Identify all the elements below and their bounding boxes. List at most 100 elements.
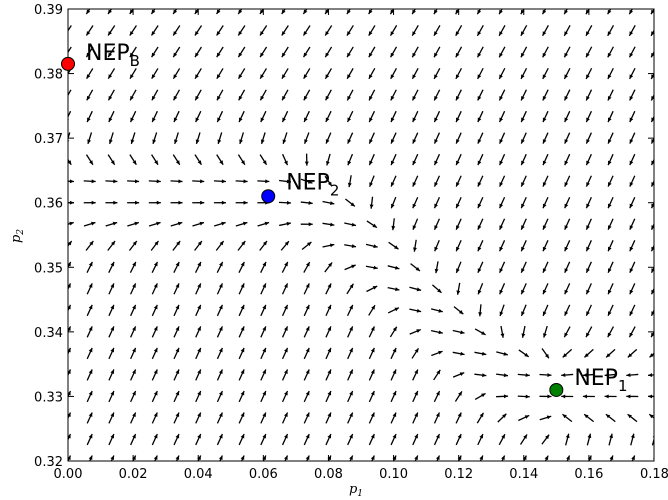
field-arrow <box>235 221 248 227</box>
field-arrow <box>218 455 224 461</box>
field-arrow <box>628 46 636 58</box>
field-arrow <box>303 261 311 273</box>
nep-b-marker <box>61 56 75 71</box>
field-arrow <box>650 308 654 317</box>
field-arrow <box>129 154 137 166</box>
field-arrow <box>195 347 202 360</box>
field-arrow <box>105 200 118 205</box>
field-arrow <box>281 326 289 338</box>
field-arrow <box>325 347 332 360</box>
field-arrow <box>235 179 248 184</box>
field-arrow <box>412 369 419 381</box>
field-arrow <box>259 240 268 251</box>
field-arrow <box>86 89 94 101</box>
field-arrow <box>414 455 419 461</box>
field-arrow <box>150 240 159 251</box>
field-arrow <box>607 132 614 144</box>
field-arrow <box>324 46 333 58</box>
field-arrow <box>452 329 465 335</box>
field-arrow <box>281 261 289 273</box>
field-arrow <box>455 175 462 187</box>
field-arrow <box>173 110 180 123</box>
field-arrow <box>151 412 158 424</box>
field-arrow <box>564 283 571 295</box>
field-arrow <box>455 46 463 58</box>
field-arrow <box>412 196 419 209</box>
field-arrow <box>325 369 332 381</box>
field-arrow <box>262 455 267 461</box>
field-arrow <box>153 455 158 461</box>
field-arrow <box>412 412 419 424</box>
field-arrow <box>128 240 138 251</box>
field-arrow <box>194 68 202 80</box>
field-arrow <box>281 46 289 58</box>
field-arrow <box>520 175 527 187</box>
field-arrow <box>213 179 226 184</box>
field-arrow <box>346 304 354 317</box>
field-arrow <box>87 132 93 145</box>
field-arrow <box>585 89 593 101</box>
field-arrow <box>585 24 593 37</box>
field-arrow <box>346 110 354 123</box>
field-arrow <box>629 240 636 252</box>
field-arrow <box>607 196 614 209</box>
field-arrow <box>477 261 484 274</box>
field-arrow <box>303 326 310 338</box>
field-arrow <box>498 67 506 80</box>
field-arrow <box>346 25 354 36</box>
field-arrow <box>85 25 94 36</box>
field-arrow <box>195 369 202 381</box>
field-arrow <box>86 68 94 80</box>
field-arrow <box>194 89 202 101</box>
field-arrow <box>238 433 245 446</box>
field-arrow <box>86 326 93 338</box>
field-arrow <box>497 413 507 423</box>
field-arrow <box>365 243 378 249</box>
field-arrow <box>412 153 419 166</box>
field-arrow <box>239 132 245 145</box>
field-arrow <box>216 9 221 15</box>
field-arrow <box>194 154 203 166</box>
field-arrow <box>629 304 636 317</box>
field-arrow <box>520 67 528 80</box>
field-arrow <box>585 218 592 230</box>
field-arrow <box>542 283 549 295</box>
field-arrow <box>281 283 289 295</box>
field-arrow <box>110 455 115 461</box>
y-tick-label: 0.39 <box>34 3 63 18</box>
field-arrow <box>498 89 506 101</box>
field-arrow <box>129 110 137 123</box>
field-arrow <box>107 9 113 15</box>
x-tick-label: 0.00 <box>54 467 83 482</box>
field-arrow <box>151 46 159 58</box>
field-arrow <box>566 455 571 461</box>
plot-frame <box>67 8 655 462</box>
field-arrow <box>194 46 203 58</box>
field-arrow <box>347 153 354 166</box>
field-arrow <box>107 68 116 80</box>
field-arrow <box>86 110 93 123</box>
field-arrow <box>173 369 180 381</box>
field-arrow <box>108 304 115 317</box>
field-arrow <box>390 175 397 187</box>
field-arrow <box>542 132 549 144</box>
field-arrow <box>173 261 180 273</box>
field-arrow <box>170 179 183 184</box>
field-arrow <box>68 240 73 247</box>
y-tick-label: 0.32 <box>34 455 63 470</box>
field-arrow <box>237 68 246 80</box>
field-arrow <box>500 325 505 338</box>
field-arrow <box>542 304 549 317</box>
field-arrow <box>151 110 158 123</box>
field-arrow <box>108 261 115 273</box>
field-arrow <box>368 89 376 101</box>
field-arrow <box>627 348 638 358</box>
field-arrow <box>501 455 506 461</box>
field-arrow <box>586 433 592 446</box>
field-arrow <box>216 25 224 36</box>
x-tick-label: 0.18 <box>640 467 668 482</box>
field-arrow <box>607 46 614 58</box>
field-arrow <box>564 196 571 209</box>
field-arrow <box>369 196 374 209</box>
